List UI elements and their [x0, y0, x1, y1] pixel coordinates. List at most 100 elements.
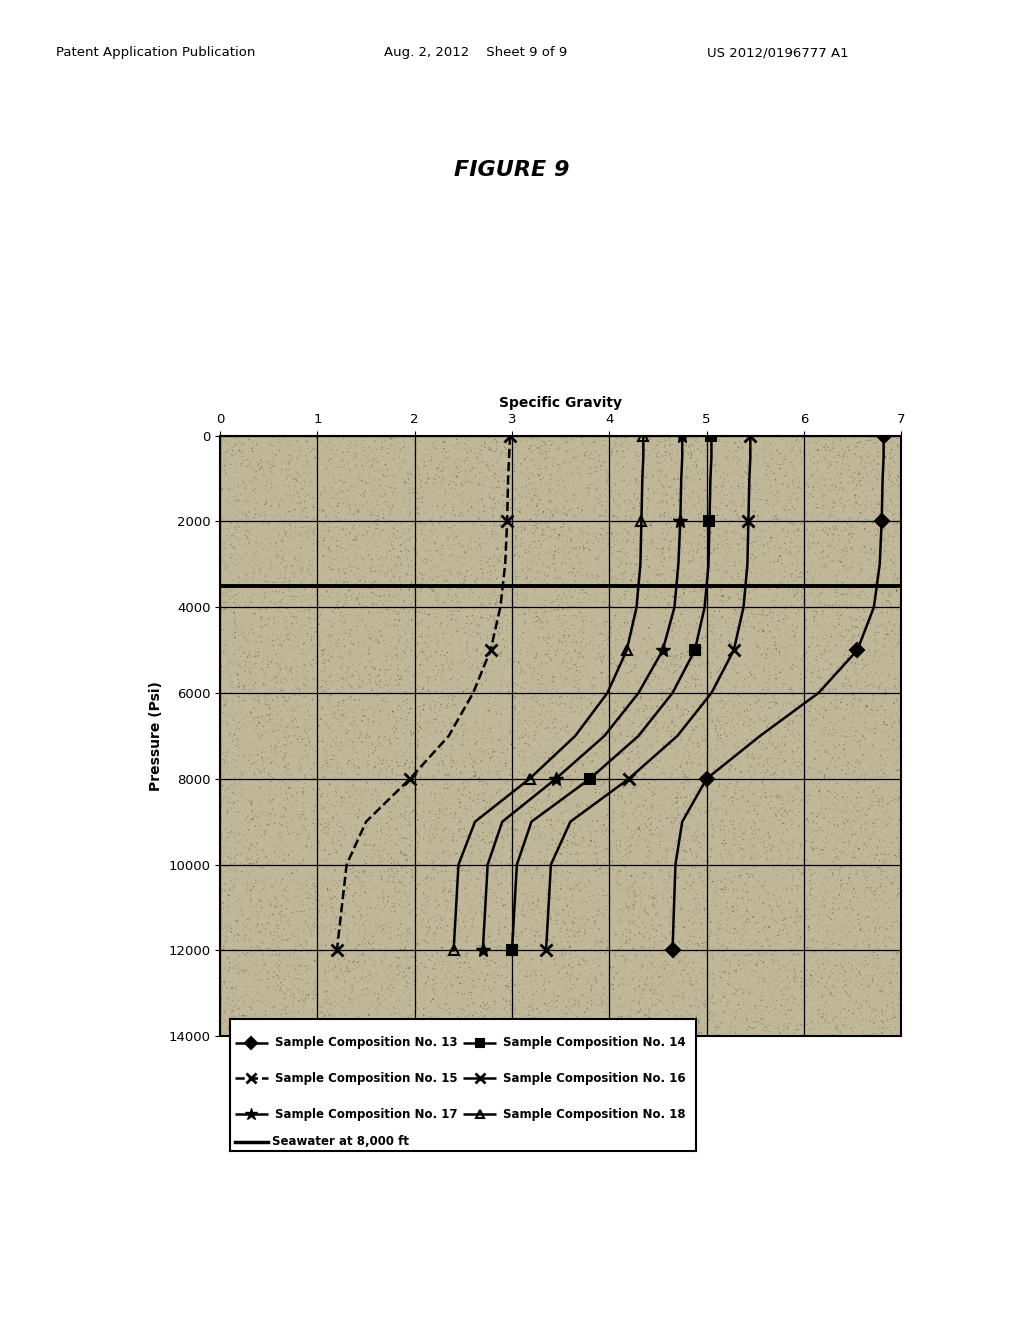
Point	[800, 561, 816, 582]
Point	[891, 989, 907, 1010]
Point	[444, 574, 461, 595]
Point	[421, 512, 437, 533]
Point	[454, 556, 470, 577]
Point	[751, 622, 767, 643]
Point	[301, 599, 317, 620]
Point	[816, 867, 833, 888]
Point	[447, 450, 464, 471]
Point	[369, 818, 385, 840]
Point	[733, 933, 750, 954]
Point	[891, 983, 907, 1005]
Point	[455, 553, 471, 574]
Point	[264, 793, 281, 814]
Point	[511, 878, 527, 899]
Point	[325, 479, 341, 500]
Point	[357, 979, 374, 1001]
Point	[423, 640, 439, 661]
Point	[869, 494, 886, 515]
Point	[300, 878, 316, 899]
Point	[475, 768, 492, 789]
Point	[710, 750, 726, 771]
Point	[727, 759, 743, 780]
Point	[852, 495, 868, 516]
Point	[803, 558, 819, 579]
Point	[687, 495, 703, 516]
Point	[597, 1012, 613, 1034]
Point	[517, 463, 534, 484]
Point	[365, 504, 381, 525]
Point	[287, 1003, 303, 1024]
Point	[418, 626, 434, 647]
Point	[793, 635, 809, 656]
Point	[728, 640, 744, 661]
Point	[876, 529, 892, 550]
Point	[242, 615, 258, 636]
Point	[865, 543, 882, 564]
Point	[445, 576, 462, 597]
Point	[366, 583, 382, 605]
Point	[323, 756, 339, 777]
Point	[431, 944, 447, 965]
Point	[649, 512, 666, 533]
Point	[863, 461, 880, 482]
Point	[545, 549, 561, 570]
Point	[815, 873, 831, 894]
Point	[861, 834, 878, 855]
Point	[505, 973, 521, 994]
Point	[482, 751, 499, 772]
Point	[525, 818, 542, 840]
Point	[591, 620, 607, 642]
Point	[813, 479, 829, 500]
Point	[551, 585, 567, 606]
Point	[645, 1019, 662, 1040]
Point	[735, 715, 752, 737]
Point	[563, 429, 580, 450]
Point	[225, 808, 242, 829]
Point	[755, 892, 771, 913]
Point	[382, 842, 398, 863]
Point	[343, 426, 359, 447]
Point	[592, 737, 608, 758]
Point	[614, 900, 631, 921]
Point	[729, 465, 745, 486]
Point	[318, 961, 335, 982]
Point	[680, 541, 696, 562]
Point	[574, 640, 591, 661]
Point	[571, 574, 588, 595]
Point	[598, 741, 614, 762]
Point	[673, 913, 689, 935]
Point	[762, 747, 778, 768]
Point	[644, 950, 660, 972]
Point	[793, 929, 809, 950]
Point	[500, 442, 516, 463]
Point	[555, 813, 571, 834]
Point	[529, 606, 546, 627]
Point	[273, 647, 290, 668]
Point	[375, 631, 391, 652]
Point	[357, 616, 374, 638]
Point	[269, 513, 286, 535]
Point	[719, 434, 735, 455]
Point	[870, 1016, 887, 1038]
Point	[484, 785, 501, 807]
Point	[547, 717, 563, 738]
Point	[227, 578, 244, 599]
Point	[269, 484, 286, 506]
Point	[381, 586, 397, 607]
Point	[367, 673, 383, 694]
Point	[290, 952, 306, 973]
Point	[557, 921, 573, 942]
Point	[679, 981, 695, 1002]
Point	[490, 804, 507, 825]
Point	[330, 737, 346, 758]
Point	[565, 818, 582, 840]
Point	[790, 482, 806, 503]
Point	[595, 932, 611, 953]
Point	[512, 517, 528, 539]
Point	[307, 888, 324, 909]
Point	[459, 989, 475, 1010]
Point	[407, 433, 423, 454]
Point	[837, 458, 853, 479]
Point	[233, 508, 250, 529]
Point	[805, 829, 821, 850]
